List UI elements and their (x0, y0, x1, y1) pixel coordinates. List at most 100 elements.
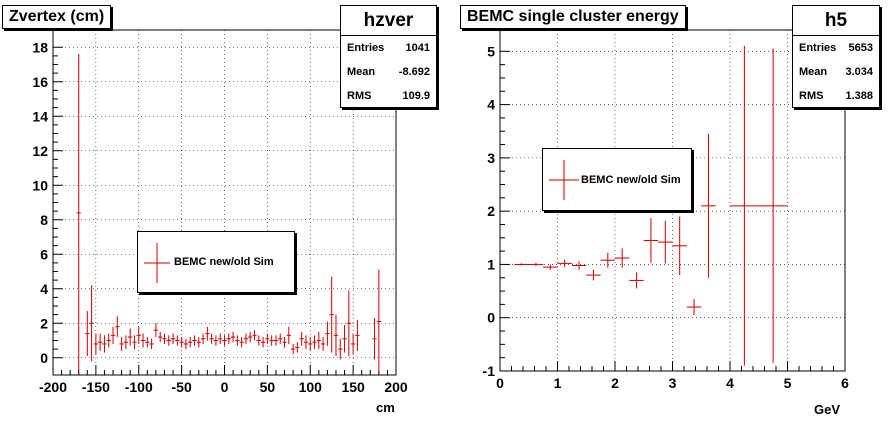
data-point (222, 335, 227, 346)
data-point (119, 337, 124, 351)
data-point (528, 262, 544, 267)
data-point (557, 259, 572, 268)
stats-row-rms: RMS 1.388 (799, 90, 873, 102)
y-tick-label: 4 (487, 97, 495, 113)
data-point (140, 333, 146, 348)
x-tick-label: 5 (784, 375, 792, 391)
data-point (145, 337, 150, 348)
x-tick-label: 0 (496, 375, 504, 391)
data-point (643, 218, 659, 263)
data-point (265, 333, 270, 344)
data-point (615, 248, 630, 268)
stats-histogram-name: hzver (341, 6, 436, 36)
data-point (372, 318, 377, 360)
data-point (149, 338, 154, 350)
data-point (213, 335, 219, 346)
data-point (355, 319, 360, 351)
x-tick-label: 50 (260, 379, 276, 395)
y-tick-label: 0 (487, 310, 495, 326)
data-point (192, 335, 197, 346)
data-point (230, 331, 236, 343)
stats-row-entries: Entries 5653 (799, 42, 873, 54)
data-point (514, 263, 529, 266)
legend-marker-icon (549, 160, 579, 200)
data-point (273, 335, 279, 346)
data-point (218, 333, 223, 344)
x-tick-label: -200 (39, 379, 67, 395)
data-point (200, 333, 206, 344)
data-point (290, 343, 296, 355)
data-point (209, 333, 214, 344)
x-tick-label: 4 (726, 375, 734, 391)
energy-stats-box: h5 Entries 5653 Mean 3.034 RMS 1.388 (792, 5, 880, 108)
zvertex-stats-box: hzver Entries 1041 Mean -8.692 RMS 109.9 (340, 5, 437, 108)
data-point (376, 269, 381, 374)
data-point (162, 333, 167, 344)
data-point (235, 335, 240, 346)
y-tick-label: 14 (32, 108, 48, 124)
data-point (299, 331, 304, 346)
data-point (312, 335, 317, 350)
data-point (226, 333, 231, 344)
data-point (85, 311, 90, 357)
zvertex-x-axis-title: cm (376, 400, 395, 415)
x-tick-label: -50 (172, 379, 192, 395)
data-point (256, 335, 261, 346)
y-tick-label: 0 (40, 350, 48, 366)
y-tick-label: 12 (32, 143, 48, 159)
data-point (102, 335, 107, 353)
data-point (269, 335, 274, 346)
data-point (98, 333, 103, 351)
y-tick-label: 8 (40, 212, 48, 228)
legend-label: BEMC new/old Sim (581, 174, 681, 186)
x-tick-label: -100 (125, 379, 153, 395)
x-tick-label: 6 (841, 375, 849, 391)
data-point (295, 342, 300, 353)
data-point (110, 326, 116, 344)
data-point (730, 45, 759, 366)
data-point (76, 54, 81, 372)
data-point (106, 333, 111, 348)
data-point (586, 269, 601, 281)
x-tick-label: 200 (384, 379, 408, 395)
y-tick-label: 6 (40, 246, 48, 262)
data-point (758, 48, 788, 364)
data-point (166, 335, 171, 346)
y-tick-label: 2 (40, 315, 48, 331)
data-point (686, 299, 702, 316)
data-point (629, 272, 644, 289)
data-point (153, 323, 159, 338)
y-tick-label: -1 (483, 363, 496, 379)
data-point (260, 337, 266, 348)
x-tick-label: 100 (299, 379, 323, 395)
data-point (158, 331, 163, 343)
data-point (658, 220, 673, 264)
x-tick-label: 2 (611, 375, 619, 391)
y-tick-label: 5 (487, 43, 495, 59)
data-point (136, 326, 141, 344)
zvertex-title: Zvertex (cm) (2, 5, 112, 29)
data-point (132, 335, 137, 350)
y-tick-label: 4 (40, 281, 48, 297)
data-point (93, 333, 99, 355)
data-point (243, 333, 249, 344)
data-point (278, 333, 283, 344)
data-point (252, 330, 257, 341)
zvertex-legend: BEMC new/old Sim (137, 231, 295, 293)
data-point (329, 276, 334, 353)
stats-histogram-name: h5 (793, 6, 879, 36)
data-point (188, 337, 193, 348)
data-point (303, 335, 309, 350)
data-point (183, 338, 189, 350)
x-tick-label: -150 (82, 379, 110, 395)
data-point (308, 337, 313, 351)
y-tick-label: 3 (487, 150, 495, 166)
energy-legend: BEMC new/old Sim (542, 148, 692, 211)
legend-label: BEMC new/old Sim (174, 256, 274, 268)
stats-row-rms: RMS 109.9 (347, 90, 430, 102)
stats-row-entries: Entries 1041 (347, 42, 430, 54)
data-point (179, 337, 184, 348)
data-point (170, 333, 176, 344)
data-point (333, 314, 339, 357)
x-tick-label: 150 (341, 379, 365, 395)
